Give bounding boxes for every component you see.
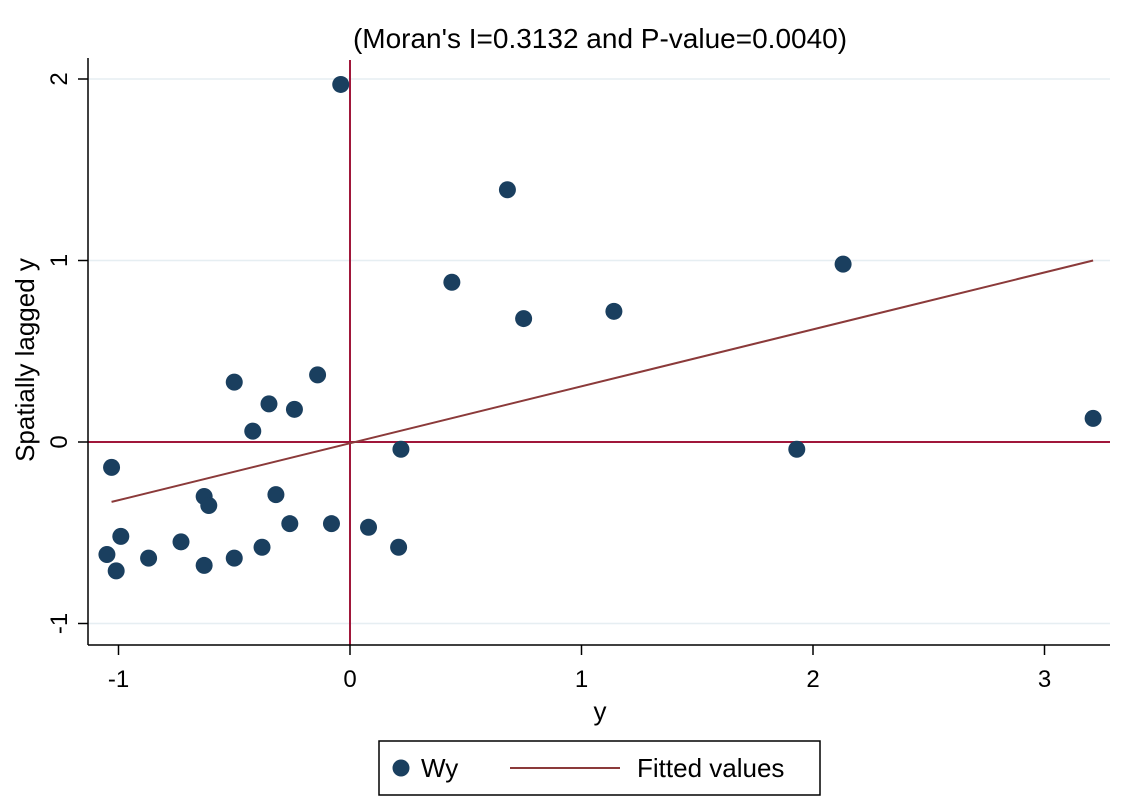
data-point [309,366,327,384]
data-point [225,373,243,391]
fitted-line-series [111,259,1094,503]
data-point [1084,409,1102,427]
data-point [253,538,271,556]
axes [87,58,1110,646]
x-tick-label: 0 [343,666,356,693]
data-point [498,181,516,199]
x-tick-label: -1 [108,666,129,693]
data-point [515,310,533,328]
data-point [392,440,410,458]
legend-label-wy: Wy [421,753,458,783]
y-axis-ticks: -1 0 1 2 [46,72,88,634]
scatter-points [98,75,1102,580]
y-tick-label: 0 [46,435,73,448]
x-tick-label: 3 [1038,666,1051,693]
data-point [332,75,350,93]
data-point [788,440,806,458]
data-point [98,546,116,564]
x-tick-label: 2 [806,666,819,693]
legend: Wy Fitted values [378,740,821,796]
data-point [244,422,262,440]
data-point [260,395,278,413]
x-tick-label: 1 [575,666,588,693]
data-point [225,549,243,567]
data-point [322,515,340,533]
y-tick-label: 2 [46,72,73,85]
y-axis-title: Spatially lagged y [10,258,40,462]
data-point [112,527,130,545]
data-point [281,515,299,533]
legend-marker-wy [392,759,410,777]
x-axis-title: y [594,696,607,726]
x-axis-ticks: -1 0 1 2 3 [108,645,1051,693]
data-point [443,273,461,291]
data-point [103,458,121,476]
y-tick-label: 1 [46,254,73,267]
data-point [200,497,218,515]
legend-label-fitted: Fitted values [637,753,784,783]
reference-lines [88,60,1110,645]
data-point [390,538,408,556]
chart-title: (Moran's I=0.3132 and P-value=0.0040) [353,23,847,54]
data-point [172,533,190,551]
data-point [267,486,285,504]
fitted-line [111,259,1094,503]
y-tick-label: -1 [46,613,73,634]
data-point [140,549,158,567]
data-point [605,302,623,320]
data-point [834,255,852,273]
data-point [107,562,125,580]
data-point [360,518,378,536]
plot-area: -1 0 1 2 3 -1 0 1 2 [46,58,1110,693]
data-point [285,400,303,418]
data-point [195,556,213,574]
